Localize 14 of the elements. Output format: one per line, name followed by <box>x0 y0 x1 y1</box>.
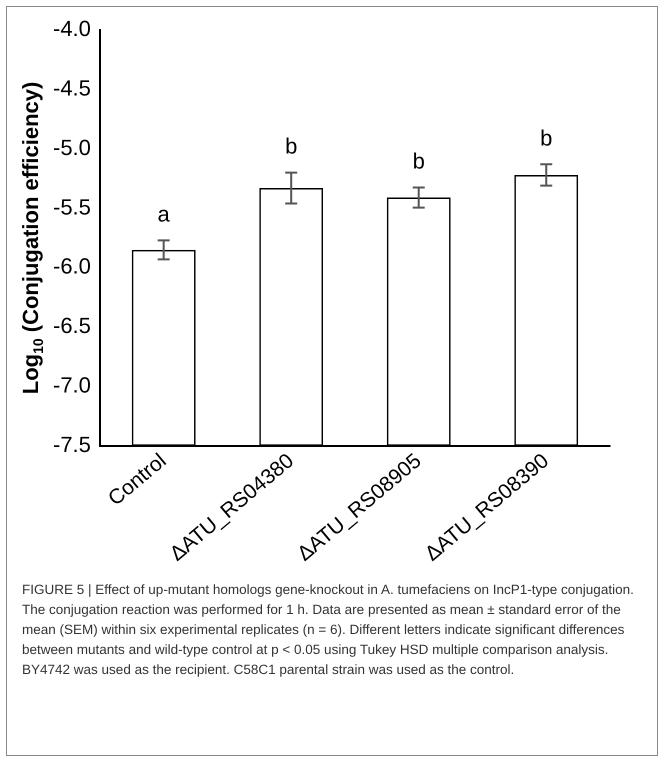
y-tick-label: -6.5 <box>52 313 91 338</box>
annotation: b <box>412 148 425 174</box>
caption: FIGURE 5 | Effect of up-mutant homologs gene-knockout in A. tumefaciens on IncP1-type conjugation. The conjugation reaction was performed for 1 h. Data are presented as mean ± standard error of the mean (SEM) within six experimental replicates (n = 6). Different letters indicate significant differences between mutants and wild-type control at p < 0.05 using Tukey HSD multiple comparison analysis. BY4742 was used as the recipient. C58C1 parental strain was used as the control. <box>22 581 635 679</box>
annotation: a <box>158 201 171 226</box>
annotation: b <box>285 134 298 159</box>
y-tick-label: -5.5 <box>52 194 91 220</box>
y-tick-label: -4.0 <box>52 16 91 42</box>
y-tick-label: -4.5 <box>52 75 91 100</box>
y-axis-title: Log10 (Conjugation efficiency) <box>18 82 46 394</box>
y-tick-label: -5.0 <box>52 134 91 160</box>
annotation: b <box>540 125 552 150</box>
y-tick-label: -7.5 <box>52 432 91 457</box>
y-tick-label: -6.0 <box>52 254 91 279</box>
y-tick-label: -7.0 <box>52 372 91 398</box>
